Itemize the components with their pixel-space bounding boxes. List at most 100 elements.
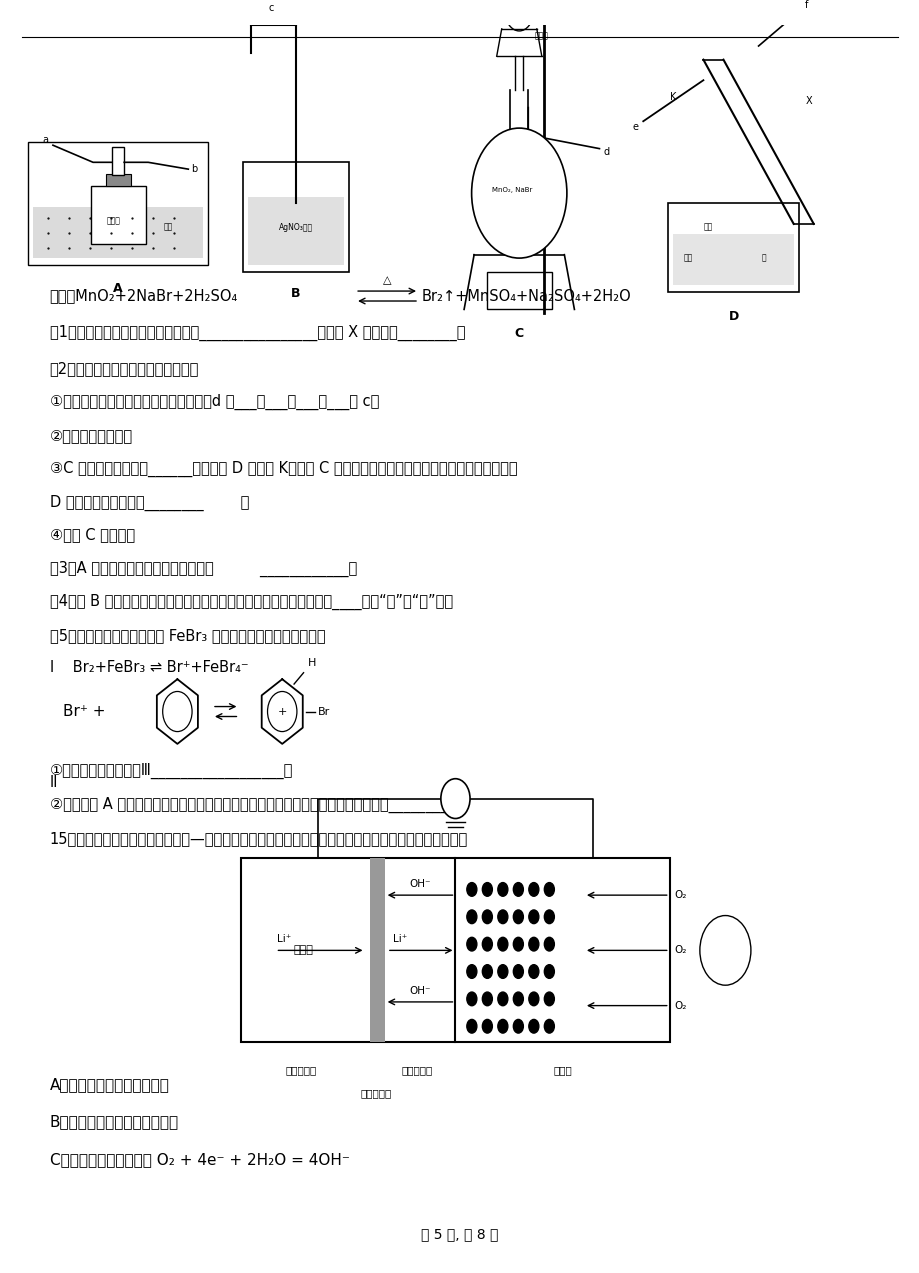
Bar [667, 204, 798, 293]
Circle shape [440, 779, 470, 819]
Circle shape [497, 882, 507, 896]
Circle shape [513, 882, 523, 896]
Circle shape [466, 910, 476, 924]
Text: O₂: O₂ [674, 890, 686, 900]
Text: 金属锂: 金属锂 [293, 946, 313, 955]
Text: ④关闭 C 中活塞。: ④关闭 C 中活塞。 [50, 527, 135, 542]
Text: ②该小组将 A 装置中浓硫酸替换成稀硫酸时实验失败，试从反应机理推测可能原因是________。: ②该小组将 A 装置中浓硫酸替换成稀硫酸时实验失败，试从反应机理推测可能原因是_… [50, 797, 456, 813]
Text: （5）查阅文献：苯与液渴在 FeBr₃ 徂化下的反应机理共分三步：: （5）查阅文献：苯与液渴在 FeBr₃ 徂化下的反应机理共分三步： [50, 628, 325, 643]
Text: +: + [278, 707, 287, 717]
Circle shape [544, 965, 554, 979]
Bar [112, 148, 124, 174]
Text: ①连接装置，其接口顺序为（填字母）：d 接___，___接___，___接 c；: ①连接装置，其接口顺序为（填字母）：d 接___，___接___，___接 c； [50, 393, 379, 410]
Text: 热水: 热水 [164, 223, 173, 232]
Text: 多孔碳: 多孔碳 [552, 1064, 572, 1074]
Text: 固体电解质: 固体电解质 [360, 1088, 391, 1099]
Circle shape [466, 1020, 476, 1034]
Bar [243, 163, 348, 271]
Circle shape [699, 915, 750, 985]
Circle shape [482, 149, 556, 251]
Bar [90, 186, 145, 244]
Text: Br⁺ +: Br⁺ + [63, 704, 106, 719]
Circle shape [497, 937, 507, 951]
Text: X: X [804, 95, 811, 106]
Circle shape [513, 992, 523, 1006]
Circle shape [497, 910, 507, 924]
Text: B．可将有机电解液改为水溶液: B．可将有机电解液改为水溶液 [50, 1115, 178, 1129]
Text: ①请完成第三步反应：Ⅲ__________________；: ①请完成第三步反应：Ⅲ__________________； [50, 763, 293, 779]
Circle shape [482, 882, 492, 896]
Text: II: II [50, 775, 58, 791]
Text: 已知：MnO₂+2NaBr+2H₂SO₄: 已知：MnO₂+2NaBr+2H₂SO₄ [50, 289, 238, 303]
Bar [106, 174, 130, 186]
Text: （2）制取渴苯的实验操作步骤如下：: （2）制取渴苯的实验操作步骤如下： [50, 360, 199, 376]
Text: Li⁺: Li⁺ [392, 934, 406, 945]
Text: O₂: O₂ [674, 946, 686, 955]
Circle shape [513, 965, 523, 979]
Circle shape [528, 882, 539, 896]
Circle shape [466, 882, 476, 896]
Circle shape [482, 965, 492, 979]
Text: 第 5 页, 共 8 页: 第 5 页, 共 8 页 [421, 1227, 498, 1241]
Bar [28, 141, 209, 265]
Text: 浓硫酸: 浓硫酸 [106, 216, 119, 225]
Bar [241, 858, 669, 1043]
Text: ③C 中加入固体药品，______，再打开 D 处开关 K，点燃 C 处酒精灯；插入鐵丝于混合液中，一段时间后，: ③C 中加入固体药品，______，再打开 D 处开关 K，点燃 C 处酒精灯；… [50, 461, 516, 477]
Text: c: c [267, 4, 273, 14]
Circle shape [513, 1020, 523, 1034]
Text: OH⁻: OH⁻ [409, 878, 430, 889]
Circle shape [528, 937, 539, 951]
Text: I    Br₂+FeBr₃ ⇌ Br⁺+FeBr₄⁻: I Br₂+FeBr₃ ⇌ Br⁺+FeBr₄⁻ [50, 661, 248, 676]
Text: （4）若 B 中有淡黄色沉淠生成，能否确定苯与液渴发生了取代反应？____（答“能”或“否”）。: （4）若 B 中有淡黄色沉淠生成，能否确定苯与液渴发生了取代反应？____（答“… [50, 594, 452, 610]
Text: C．正极的电极反应式为 O₂ + 4e⁻ + 2H₂O = 4OH⁻: C．正极的电极反应式为 O₂ + 4e⁻ + 2H₂O = 4OH⁻ [50, 1152, 349, 1167]
Bar [248, 196, 343, 265]
Circle shape [482, 910, 492, 924]
Text: 15．科学家研制出了一种新型的锤—空气电池，其工作原理如图所示。关于该电池的说法中不正确的是：: 15．科学家研制出了一种新型的锤—空气电池，其工作原理如图所示。关于该电池的说法… [50, 831, 468, 847]
Circle shape [528, 965, 539, 979]
Bar [486, 271, 551, 309]
Text: H: H [308, 658, 316, 668]
Circle shape [544, 910, 554, 924]
Bar [673, 234, 793, 285]
Text: f: f [803, 0, 807, 10]
Text: MnO₂, NaBr: MnO₂, NaBr [491, 187, 531, 192]
Text: （1）实验室制备渴苯的化学方程式为________________；仪器 X 的名称为________。: （1）实验室制备渴苯的化学方程式为________________；仪器 X 的… [50, 326, 465, 341]
Circle shape [471, 129, 566, 258]
Text: AgNO₃溶液: AgNO₃溶液 [278, 223, 312, 232]
Text: （3）A 中对广口瓶进行热水浴的目的是          ____________。: （3）A 中对广口瓶进行热水浴的目的是 ____________。 [50, 560, 357, 577]
Text: ②检查装置气密性；: ②检查装置气密性； [50, 428, 132, 443]
Text: O₂: O₂ [674, 1001, 686, 1011]
Circle shape [544, 937, 554, 951]
Circle shape [482, 1020, 492, 1034]
Circle shape [466, 992, 476, 1006]
Text: A: A [113, 283, 123, 295]
Circle shape [466, 937, 476, 951]
Text: b: b [191, 164, 198, 174]
Text: 鐵丝: 鐵丝 [683, 253, 692, 262]
Text: Li⁺: Li⁺ [277, 934, 290, 945]
Text: OH⁻: OH⁻ [409, 985, 430, 995]
Text: Br₂↑+MnSO₄+Na₂SO₄+2H₂O: Br₂↑+MnSO₄+Na₂SO₄+2H₂O [421, 289, 630, 303]
Text: a: a [42, 135, 49, 145]
Text: 有机电解液: 有机电解液 [285, 1064, 316, 1074]
Text: 冷水: 冷水 [703, 223, 712, 232]
Circle shape [505, 0, 533, 31]
Circle shape [497, 1020, 507, 1034]
Text: 浓硫酸: 浓硫酸 [534, 32, 548, 41]
Text: 空气: 空气 [719, 946, 731, 955]
Circle shape [513, 937, 523, 951]
Text: d: d [603, 148, 609, 157]
Bar [33, 206, 203, 258]
Circle shape [513, 910, 523, 924]
Text: 苯: 苯 [760, 253, 765, 262]
Text: Br: Br [318, 707, 330, 717]
Circle shape [544, 882, 554, 896]
Bar [369, 858, 384, 1043]
Circle shape [466, 965, 476, 979]
Text: △: △ [382, 275, 391, 285]
Text: C: C [514, 327, 523, 340]
Circle shape [544, 1020, 554, 1034]
Text: 水性电解液: 水性电解液 [401, 1064, 432, 1074]
Circle shape [528, 1020, 539, 1034]
Circle shape [544, 992, 554, 1006]
